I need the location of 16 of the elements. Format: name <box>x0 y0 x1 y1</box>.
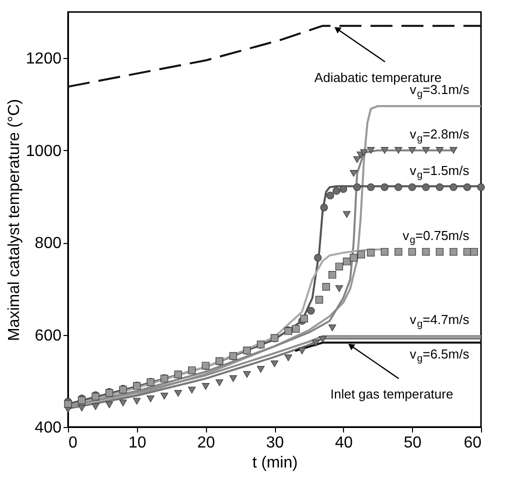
annotation: Adiabatic temperature <box>314 70 442 85</box>
y-axis-title: Maximal catalyst temperature (°C) <box>6 98 23 342</box>
y-tick-label: 800 <box>34 235 62 252</box>
x-tick-label: 10 <box>128 434 146 452</box>
x-tick-label: 50 <box>404 434 422 452</box>
y-tick-label: 1200 <box>26 50 62 68</box>
y-tick-label: 1000 <box>26 142 62 160</box>
x-tick-label: 0 <box>68 434 78 452</box>
x-tick-label: 60 <box>464 434 482 452</box>
x-axis-title: t (min) <box>252 454 298 472</box>
y-tick-label: 400 <box>34 420 62 436</box>
y-tick-label: 600 <box>34 327 62 344</box>
x-tick-label: 20 <box>197 434 216 452</box>
annotation: Inlet gas temperature <box>330 386 454 402</box>
x-tick-label: 40 <box>334 434 353 452</box>
x-tick-label: 30 <box>266 434 284 452</box>
